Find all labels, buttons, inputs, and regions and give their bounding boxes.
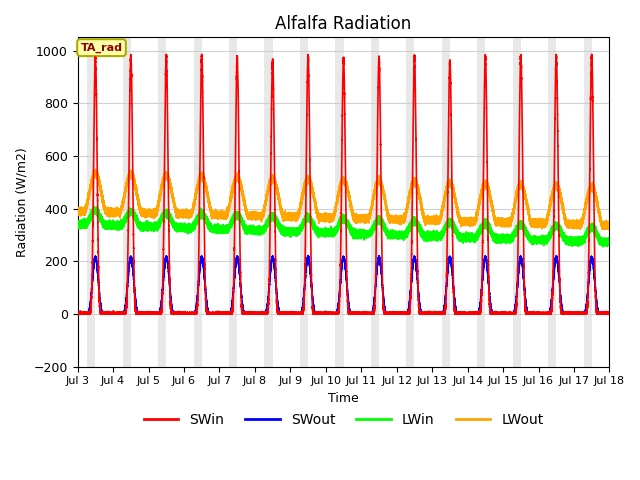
- Text: TA_rad: TA_rad: [81, 43, 122, 53]
- Bar: [166, 37, 193, 367]
- Bar: [387, 37, 406, 367]
- Bar: [379, 37, 406, 367]
- Legend: SWin, SWout, LWin, LWout: SWin, SWout, LWin, LWout: [138, 407, 549, 432]
- Bar: [245, 37, 264, 367]
- Bar: [308, 37, 335, 367]
- Bar: [600, 37, 619, 367]
- Bar: [458, 37, 477, 367]
- Bar: [415, 37, 442, 367]
- Bar: [450, 37, 477, 367]
- Title: Alfalfa Radiation: Alfalfa Radiation: [275, 15, 412, 33]
- Bar: [564, 37, 584, 367]
- Bar: [139, 37, 158, 367]
- Bar: [422, 37, 442, 367]
- Bar: [636, 37, 640, 367]
- Bar: [60, 37, 87, 367]
- Bar: [344, 37, 371, 367]
- Bar: [592, 37, 619, 367]
- Bar: [352, 37, 371, 367]
- Bar: [493, 37, 513, 367]
- Bar: [104, 37, 123, 367]
- Y-axis label: Radiation (W/m2): Radiation (W/m2): [15, 147, 28, 257]
- Bar: [316, 37, 335, 367]
- Bar: [131, 37, 158, 367]
- Bar: [281, 37, 300, 367]
- Bar: [485, 37, 513, 367]
- Bar: [556, 37, 584, 367]
- Bar: [202, 37, 229, 367]
- Bar: [210, 37, 229, 367]
- Bar: [175, 37, 193, 367]
- Bar: [237, 37, 264, 367]
- X-axis label: Time: Time: [328, 392, 359, 405]
- Bar: [521, 37, 548, 367]
- Bar: [273, 37, 300, 367]
- Bar: [529, 37, 548, 367]
- Bar: [95, 37, 123, 367]
